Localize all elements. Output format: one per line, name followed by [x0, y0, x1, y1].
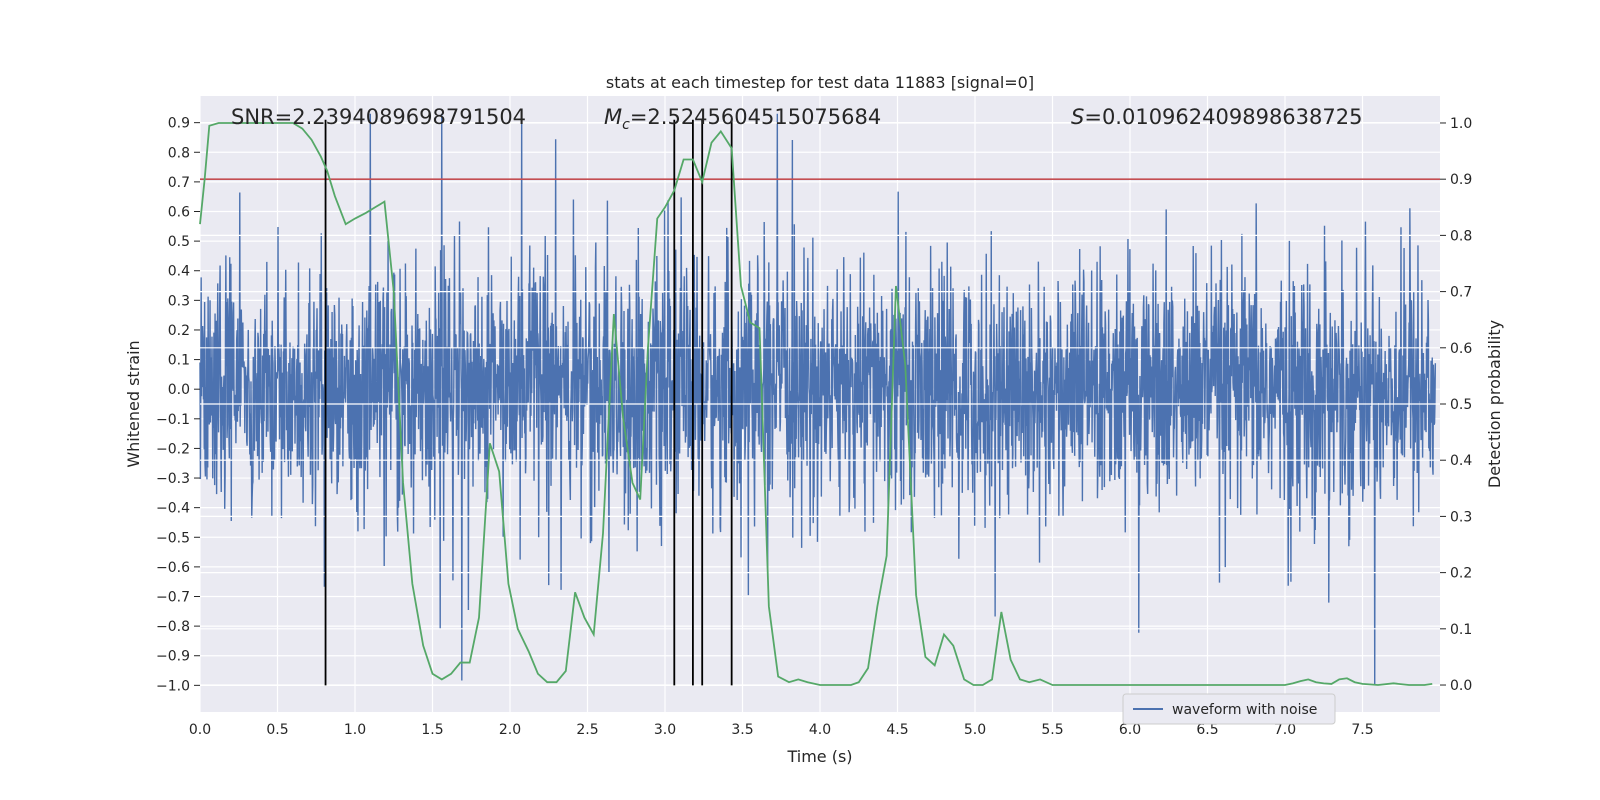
- y-tick-label: 0.7: [168, 175, 190, 191]
- y-tick-label: −0.6: [156, 560, 190, 576]
- mc-symbol: M: [604, 105, 622, 129]
- s-annotation: S=0.010962409898638725: [1071, 105, 1362, 129]
- y-tick-label: 0.2: [168, 323, 190, 339]
- legend: waveform with noise: [1122, 693, 1336, 725]
- y2-tick-label: 0.9: [1450, 172, 1472, 188]
- y2-tick-label: 0.6: [1450, 341, 1472, 357]
- y-axis-label: Whitened strain: [124, 340, 143, 467]
- x-tick-label: 6.5: [1196, 722, 1218, 738]
- x-tick-label: 7.5: [1351, 722, 1373, 738]
- y2-tick-label: 0.3: [1450, 509, 1472, 525]
- y2-tick-label: 0.5: [1450, 397, 1472, 413]
- x-tick-label: 1.5: [421, 722, 443, 738]
- y-tick-label: 0.9: [168, 116, 190, 132]
- y-tick-label: −1.0: [156, 678, 190, 694]
- y-tick-label: 0.0: [168, 382, 190, 398]
- mc-subscript: c: [622, 117, 630, 133]
- y-tick-label: 0.4: [168, 264, 190, 280]
- x-tick-label: 2.5: [576, 722, 598, 738]
- legend-box: [1122, 693, 1336, 725]
- y-tick-label: −0.5: [156, 530, 190, 546]
- x-tick-label: 2.0: [499, 722, 521, 738]
- x-tick-label: 0.5: [266, 722, 288, 738]
- waveform-series: [199, 113, 1437, 686]
- y-tick-label: 0.5: [168, 234, 190, 250]
- x-tick-label: 5.5: [1041, 722, 1063, 738]
- x-tick-label: 4.0: [809, 722, 831, 738]
- y2-tick-label: 0.2: [1450, 566, 1472, 582]
- x-tick-label: 7.0: [1274, 722, 1296, 738]
- x-axis-label: Time (s): [786, 747, 852, 766]
- y2-tick-label: 1.0: [1450, 116, 1472, 132]
- x-tick-label: 4.5: [886, 722, 908, 738]
- x-tick-label: 3.0: [654, 722, 676, 738]
- x-tick-label: 1.0: [344, 722, 366, 738]
- y2-tick-label: 0.7: [1450, 285, 1472, 301]
- y-tick-labels: 0.9 0.8 0.7 0.6 0.5 0.4 0.3 0.2 0.1 0.0 −0.1 −0.2 −0…: [156, 116, 200, 694]
- y-tick-label: −0.7: [156, 590, 190, 606]
- y-tick-label: −0.3: [156, 471, 190, 487]
- x-tick-label: 0.0: [189, 722, 211, 738]
- y2-tick-label: 0.8: [1450, 228, 1472, 244]
- legend-label: waveform with noise: [1172, 702, 1317, 718]
- snr-annotation: SNR=2.2394089698791504: [231, 105, 526, 129]
- x-tick-label: 3.5: [731, 722, 753, 738]
- s-value: =0.010962409898638725: [1084, 105, 1362, 129]
- y2-axis-label: Detection probability: [1485, 320, 1504, 488]
- x-tick-label: 5.0: [964, 722, 986, 738]
- y-tick-label: 0.6: [168, 205, 190, 221]
- mc-annotation: Mc=2.5245604515075684: [604, 105, 881, 133]
- mc-value: =2.5245604515075684: [630, 105, 881, 129]
- vertical-markers: [324, 119, 733, 686]
- y-tick-label: −0.1: [156, 412, 190, 428]
- y-tick-label: −0.8: [156, 619, 190, 635]
- y2-tick-label: 0.0: [1450, 678, 1472, 694]
- y2-tick-labels: 1.0 0.9 0.8 0.7 0.6 0.5 0.4 0.3 0.2 0.1 0.0: [1440, 116, 1472, 694]
- y2-tick-label: 0.4: [1450, 453, 1472, 469]
- x-tick-label: 6.0: [1119, 722, 1141, 738]
- y-tick-label: −0.4: [156, 501, 190, 517]
- y-tick-label: 0.8: [168, 145, 190, 161]
- waveform-line: [199, 113, 1437, 686]
- probability-line: [199, 122, 1433, 686]
- probability-series: [199, 122, 1433, 686]
- y-tick-label: 0.1: [168, 353, 190, 369]
- y-tick-label: −0.2: [156, 441, 190, 457]
- chart-title: stats at each timestep for test data 118…: [606, 73, 1034, 92]
- y-tick-label: 0.3: [168, 293, 190, 309]
- y2-tick-label: 0.1: [1450, 622, 1472, 638]
- s-symbol: S: [1071, 105, 1084, 129]
- x-tick-labels: 0.0 0.5 1.0 1.5 2.0 2.5 3.0 3.5 4.0 4.5 5.0 5.5 6.0 6…: [189, 722, 1374, 738]
- y-tick-label: −0.9: [156, 649, 190, 665]
